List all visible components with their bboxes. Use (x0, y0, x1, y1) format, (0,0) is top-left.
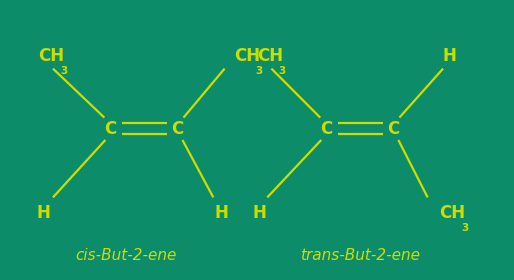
Text: H: H (37, 204, 50, 222)
Text: CH: CH (39, 47, 65, 65)
Text: 3: 3 (60, 66, 67, 76)
Text: H: H (253, 204, 266, 222)
Text: CH: CH (439, 204, 466, 222)
Text: trans-But-2-ene: trans-But-2-ene (300, 248, 420, 263)
Text: H: H (214, 204, 228, 222)
Text: cis-But-2-ene: cis-But-2-ene (75, 248, 177, 263)
Text: C: C (387, 120, 399, 138)
Text: H: H (443, 47, 456, 65)
Text: 3: 3 (279, 66, 286, 76)
Text: C: C (104, 120, 117, 138)
Text: C: C (171, 120, 183, 138)
Text: C: C (320, 120, 333, 138)
Text: CH: CH (234, 47, 260, 65)
Text: 3: 3 (461, 223, 468, 233)
Text: CH: CH (257, 47, 283, 65)
Text: 3: 3 (255, 66, 263, 76)
